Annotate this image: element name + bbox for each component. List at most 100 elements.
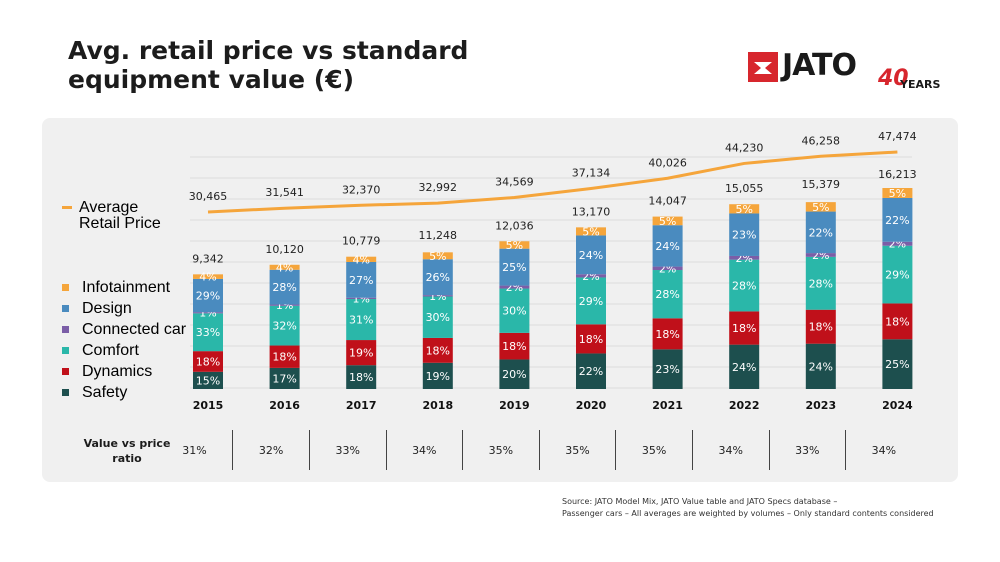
legend-swatch	[62, 326, 69, 333]
bar-segment-label: 18%	[579, 333, 603, 346]
bar-segment-label: 24%	[732, 361, 756, 374]
bar-total-label: 15,055	[725, 182, 764, 195]
bar-segment-label: 24%	[655, 240, 679, 253]
bar-segment-label: 23%	[732, 229, 756, 242]
bar-segment-label: 22%	[809, 226, 833, 239]
ratio-divider	[538, 430, 540, 470]
bar-segment-label: 5%	[889, 187, 906, 200]
bar-segment-infotainment	[652, 216, 683, 226]
legend-item-design: Design	[62, 301, 192, 317]
line-value-label: 47,474	[878, 130, 917, 143]
bar-segment-safety	[193, 371, 223, 389]
bar-segment-label: 22%	[579, 365, 603, 378]
bar-segment-label: 5%	[735, 203, 752, 216]
legend-swatch	[62, 389, 69, 396]
bar-segment-label: 28%	[732, 280, 756, 293]
ratio-value: 31%	[182, 443, 207, 457]
bar-segment-dynamics	[269, 345, 300, 368]
bar-segment-infotainment	[805, 202, 836, 212]
x-tick-label: 2020	[576, 399, 607, 412]
bar-segment-safety	[422, 362, 453, 389]
bar-total-label: 10,120	[265, 243, 304, 256]
bar-segment-label: 5%	[506, 239, 523, 252]
legend-label: Connected car	[82, 321, 187, 338]
bar-segment-label: 27%	[349, 274, 373, 287]
bar-segment-connected-car	[805, 253, 836, 257]
bar-segment-label: 18%	[732, 322, 756, 335]
bar-segment-connected-car	[422, 295, 453, 297]
bar-segment-safety	[346, 365, 377, 389]
line-value-label: 34,569	[495, 176, 534, 189]
line-value-label: 32,992	[419, 181, 458, 194]
bar-segment-comfort	[576, 277, 606, 325]
bar-segment-connected-car	[193, 312, 223, 314]
line-value-label: 30,465	[189, 190, 228, 203]
legend-label: Comfort	[82, 342, 139, 359]
legend-item-connected-car: Connected car	[62, 322, 192, 338]
x-tick-label: 2021	[652, 399, 683, 412]
bar-segment-label: 5%	[582, 225, 599, 238]
bar-segment-label: 29%	[885, 269, 909, 282]
bar-segment-connected-car	[346, 297, 377, 300]
bar-segment-label: 29%	[196, 290, 220, 303]
bar-segment-label: 18%	[809, 321, 833, 334]
bar-segment-design	[652, 225, 683, 267]
ratio-divider	[308, 430, 310, 470]
bar-segment-label: 18%	[196, 355, 220, 368]
bar-segment-label: 18%	[885, 315, 909, 328]
bar-total-label: 10,779	[342, 235, 381, 248]
legend-swatch	[62, 347, 69, 354]
source-note: Source: JATO Model Mix, JATO Value table…	[562, 496, 934, 520]
bar-segment-comfort	[269, 305, 300, 346]
bar-total-label: 13,170	[572, 205, 611, 218]
bar-total-label: 9,342	[192, 252, 224, 265]
bar-segment-label: 4%	[352, 253, 369, 266]
bar-segment-label: 5%	[659, 215, 676, 228]
page-title: Avg. retail price vs standard equipment …	[68, 36, 468, 94]
bar-segment-dynamics	[652, 318, 683, 350]
line-value-label: 44,230	[725, 141, 764, 154]
average-retail-price-line	[207, 150, 898, 214]
bar-segment-label: 23%	[655, 363, 679, 376]
legend-item-comfort: Comfort	[62, 343, 192, 359]
ratio-value: 34%	[871, 443, 897, 457]
logo-anniversary-number: 40	[878, 66, 909, 91]
ratio-header: Value vs price ratio	[83, 437, 171, 465]
line-value-label: 40,026	[648, 156, 687, 169]
legend-item-infotainment: Infotainment	[62, 280, 192, 296]
bar-segment-safety	[729, 344, 760, 389]
logo-mark-icon	[748, 52, 778, 82]
bar-segment-label: 24%	[579, 249, 603, 262]
bar-segment-comfort	[882, 245, 913, 304]
bar-segment-comfort	[499, 288, 530, 333]
bar-segment-comfort	[346, 299, 377, 341]
ratio-value: 33%	[795, 443, 820, 457]
ratio-divider	[845, 430, 847, 470]
x-tick-label: 2015	[193, 399, 224, 412]
bar-segment-connected-car	[499, 285, 530, 289]
legend-item-dynamics: Dynamics	[62, 364, 192, 380]
bar-segment-dynamics	[805, 309, 836, 344]
bar-segment-safety	[882, 339, 913, 389]
bar-segment-design	[422, 259, 453, 296]
bar-segment-label: 5%	[429, 250, 446, 263]
legend-average-retail-price-label: Average Retail Price	[79, 199, 161, 232]
x-tick-label: 2024	[882, 399, 913, 412]
bar-segment-infotainment	[346, 256, 377, 262]
ratio-value: 32%	[258, 443, 284, 457]
x-tick-label: 2017	[346, 399, 377, 412]
source-line-2: Passenger cars – All averages are weight…	[562, 509, 934, 518]
ratio-value: 35%	[641, 443, 667, 457]
bar-segment-connected-car	[269, 304, 300, 306]
bar-segment-infotainment	[576, 227, 606, 236]
bar-segment-label: 33%	[196, 326, 220, 339]
legend-label: Design	[82, 300, 132, 317]
bar-segment-design	[269, 269, 300, 305]
line-value-label: 32,370	[342, 183, 381, 196]
bar-segment-dynamics	[499, 332, 530, 360]
bar-segment-safety	[269, 367, 300, 389]
bar-segment-label: 25%	[885, 358, 909, 371]
ratio-value: 33%	[335, 443, 360, 457]
bar-segment-label: 22%	[885, 214, 909, 227]
